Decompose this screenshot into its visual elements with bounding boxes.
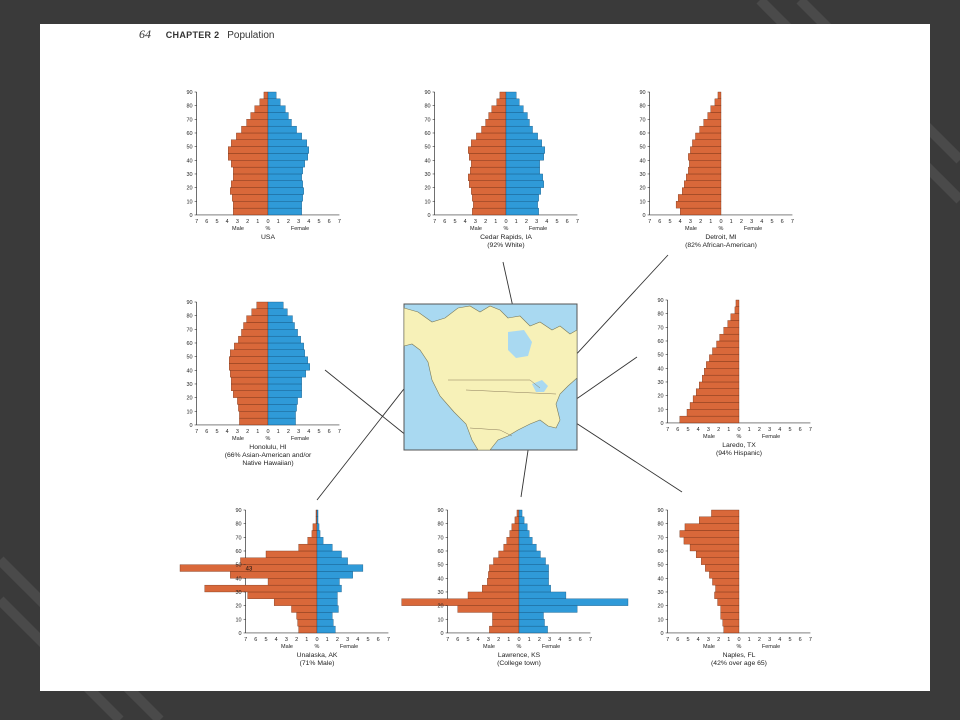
page-number: 64 <box>139 27 151 41</box>
chapter-label: CHAPTER 2 <box>165 30 220 40</box>
page-header: 64 CHAPTER 2 Population <box>139 27 274 42</box>
chapter-title: Population <box>227 30 275 41</box>
textbook-page <box>40 24 930 691</box>
